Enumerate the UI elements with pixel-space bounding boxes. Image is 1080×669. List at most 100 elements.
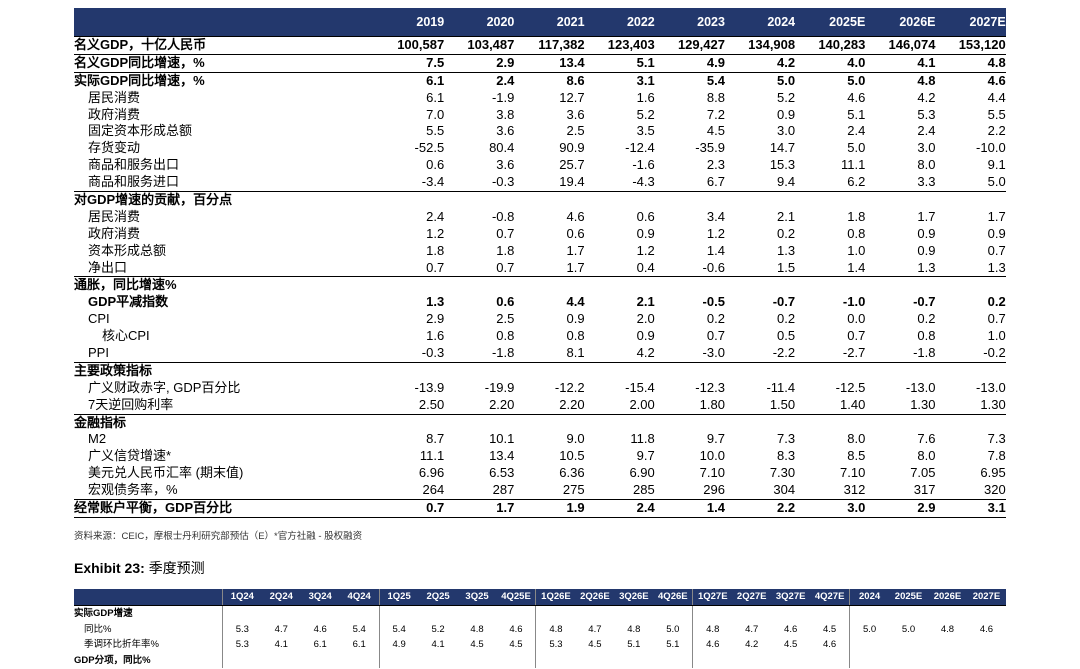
quarter-header: 1Q24 (221, 589, 262, 605)
table-cell: 5.5 (987, 106, 1006, 122)
table-cell: -0.2 (983, 345, 1006, 361)
table-cell (928, 606, 967, 622)
table-cell: 1.50 (769, 396, 796, 412)
table-cell: 3.6 (566, 106, 585, 122)
year-header: 2023 (697, 15, 725, 29)
table-cell: 2.4 (426, 208, 445, 224)
row-label: 美元兑人民币汇率 (期末值) (88, 465, 244, 481)
table-cell: 1.3 (777, 242, 796, 258)
year-header: 2021 (556, 15, 585, 29)
table-cell: 0.2 (777, 225, 796, 241)
row-label: 居民消费 (88, 89, 141, 105)
table-cell: 0.9 (777, 106, 796, 122)
table-cell: 4.6 (692, 637, 732, 653)
table-cell: 10.5 (559, 448, 585, 464)
quarter-header: 3Q27E (775, 591, 806, 602)
row-label: 同比% (84, 623, 112, 635)
table-cell (378, 652, 419, 668)
row-label: 广义信贷增速* (88, 448, 172, 464)
table-cell: 8.6 (566, 72, 585, 88)
quarter-header: 2024 (849, 589, 889, 605)
table-cell: -0.7 (772, 294, 796, 310)
table-cell: -1.8 (491, 345, 515, 361)
row-label: 实际GDP同比增速，% (74, 72, 205, 88)
table-cell (967, 637, 1006, 653)
table-cell: 1.3 (426, 294, 445, 310)
table-row: 商品和服务进口 -3.4 -0.3 19.4 -4.3 6.7 9.4 6.2 3.3 5.0 (74, 174, 1006, 191)
table-cell: 4.8 (535, 621, 575, 637)
table-cell: 2.4 (636, 500, 655, 516)
table-cell: 1.2 (426, 225, 445, 241)
table-cell: 0.7 (987, 311, 1006, 327)
row-label: GDP分项，同比% (74, 654, 151, 666)
table-cell (374, 415, 444, 432)
table-cell: -13.0 (976, 379, 1006, 395)
table-cell: 7.8 (987, 448, 1006, 464)
table-cell: 4.9 (706, 54, 725, 70)
table-cell: 4.5 (588, 639, 602, 650)
table-cell: 264 (422, 482, 445, 498)
table-cell: 3.1 (987, 500, 1006, 516)
quarter-header: 2025E (894, 591, 923, 602)
table-cell (514, 192, 584, 209)
table-row: 政府消费 1.2 0.7 0.6 0.9 1.2 0.2 0.8 0.9 0.9 (74, 226, 1006, 243)
table-cell: 4.6 (847, 89, 866, 105)
table-cell: 7.2 (706, 106, 725, 122)
table-cell (575, 653, 614, 669)
table-cell: 140,283 (818, 37, 866, 52)
table-cell: 304 (773, 482, 796, 498)
table-cell (936, 363, 1006, 380)
table-cell: 0.8 (566, 328, 585, 344)
table-cell: 5.0 (666, 623, 680, 635)
table-cell: 5.1 (847, 106, 866, 122)
quarter-header: 4Q26E (658, 591, 688, 602)
table-cell: -12.3 (695, 379, 725, 395)
table-cell (585, 192, 655, 209)
quarter-header: 2Q27E (736, 591, 767, 602)
table-cell: 11.1 (419, 448, 445, 464)
quarter-header: 2026E (933, 591, 962, 602)
table-cell (444, 277, 514, 294)
table-cell (795, 415, 865, 432)
table-cell: 1.3 (917, 259, 936, 275)
table-cell: 0.6 (636, 208, 655, 224)
table-cell (614, 606, 653, 622)
table-cell: 5.3 (221, 637, 262, 653)
table-cell: 4.6 (566, 208, 585, 224)
table-cell: 4.2 (917, 89, 936, 105)
quarter-header: 3Q24 (308, 591, 332, 602)
quarter-header: 2Q24 (269, 591, 293, 602)
table-cell: 13.4 (489, 448, 515, 464)
row-label: 固定资本形成总额 (88, 123, 193, 139)
table-cell: 4.8 (627, 623, 641, 635)
table-cell: 1.8 (847, 208, 866, 224)
table-cell: 6.1 (352, 639, 366, 650)
row-label: 存货变动 (88, 140, 141, 156)
row-label: 名义GDP，十亿人民币 (74, 37, 207, 52)
table-cell: 2.9 (426, 311, 445, 327)
table-cell (725, 363, 795, 380)
table-cell: 1.30 (910, 396, 936, 412)
table-cell: 4.6 (784, 623, 798, 635)
table-cell: 2.5 (496, 311, 515, 327)
table-cell: 5.0 (847, 72, 866, 88)
table-cell: -1.0 (842, 294, 866, 310)
table-cell: 4.2 (636, 345, 655, 361)
row-label: 政府消费 (88, 225, 141, 241)
table-cell (535, 606, 575, 622)
table-cell: 0.7 (496, 225, 515, 241)
table-cell: 1.30 (980, 396, 1006, 412)
table-cell: 5.2 (431, 623, 445, 635)
table-cell (374, 363, 444, 380)
table-cell: 2.20 (559, 396, 585, 412)
table-cell: 1.7 (566, 259, 585, 275)
table-cell (810, 606, 849, 622)
row-label: 净出口 (88, 259, 128, 275)
table-cell: 4.6 (979, 623, 994, 635)
table-cell: 2.00 (629, 396, 655, 412)
table-cell: 5.4 (352, 623, 366, 635)
table-cell: 13.4 (559, 54, 585, 70)
quarter-table-body: 实际GDP增速 同比% 5.3 4.7 4.6 5.4 5.4 5.2 4.8 4.6 4.8 4.7… (74, 605, 1006, 668)
table-cell: 3.0 (917, 140, 936, 156)
table-cell (575, 606, 614, 622)
